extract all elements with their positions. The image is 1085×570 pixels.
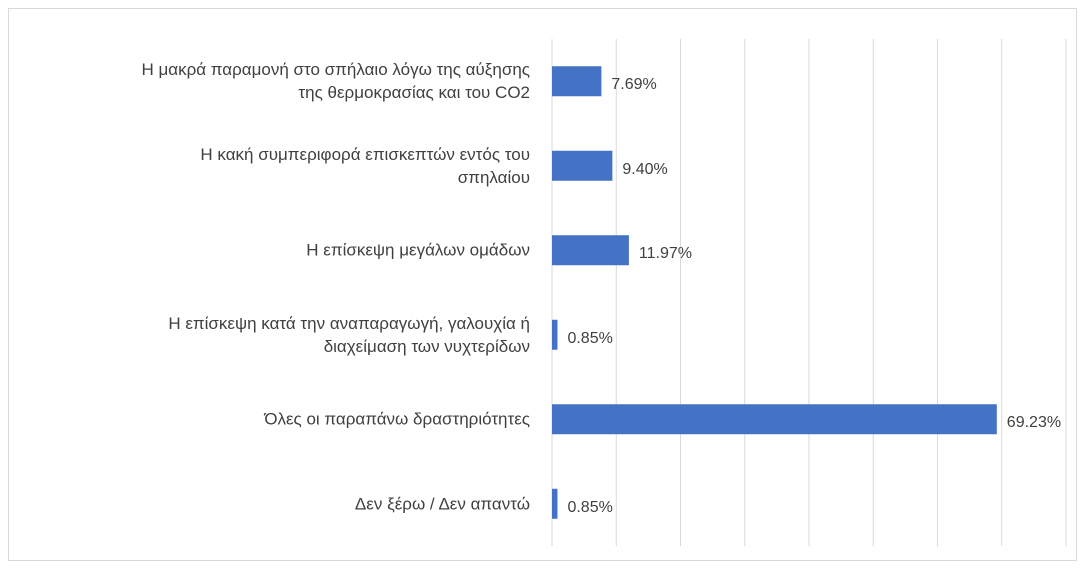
chart-frame	[8, 8, 1077, 561]
value-label: 7.69%	[611, 76, 657, 94]
category-label: Η μακρά παραμονή στο σπήλαιο λόγω της αύ…	[141, 60, 530, 103]
category-label: Δεν ξέρω / Δεν απαντώ	[354, 494, 530, 514]
bar	[552, 319, 558, 350]
value-label: 0.85%	[567, 329, 613, 347]
category-label: Η επίσκεψη κατά την αναπαραγωγή, γαλουχί…	[168, 313, 530, 356]
category-label: Η επίσκεψη μεγάλων ομάδων	[306, 240, 530, 260]
value-label: 69.23%	[1006, 414, 1062, 432]
bar	[552, 66, 602, 97]
bar	[552, 235, 629, 266]
value-label: 9.40%	[622, 160, 668, 178]
value-label: 0.85%	[567, 498, 613, 516]
category-label: Όλες οι παραπάνω δραστηριότητες	[264, 409, 530, 429]
category-label: Η κακή συμπεριφορά επισκεπτών εντός του …	[200, 144, 530, 187]
value-label: 11.97%	[638, 245, 692, 263]
bar	[552, 488, 558, 519]
bar	[552, 150, 613, 181]
bar	[552, 404, 997, 435]
